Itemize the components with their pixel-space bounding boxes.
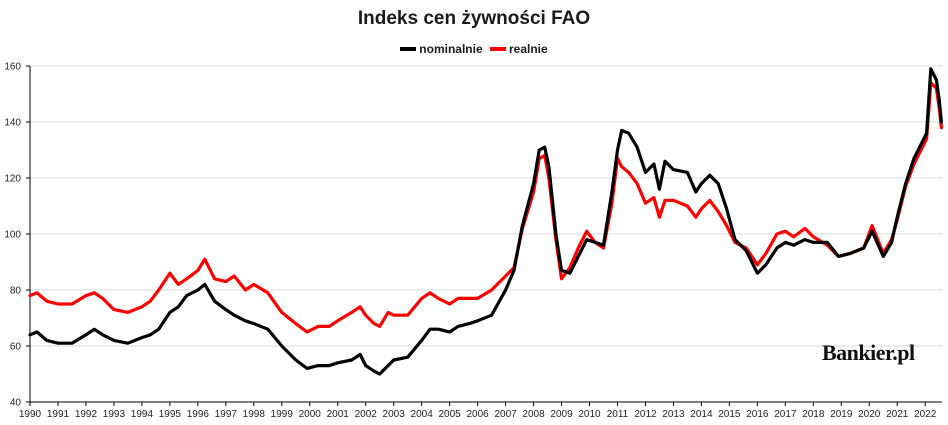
- x-tick-label: 1991: [47, 409, 70, 420]
- x-tick-label: 2014: [690, 409, 713, 420]
- x-tick-label: 2007: [494, 409, 517, 420]
- x-tick-label: 1995: [159, 409, 182, 420]
- x-tick-label: 1997: [215, 409, 238, 420]
- legend-label-real: realnie: [508, 42, 548, 56]
- x-tick-label: 1999: [271, 409, 294, 420]
- x-tick-label: 2004: [411, 409, 434, 420]
- x-tick-label: 2020: [858, 409, 881, 420]
- y-tick-label: 120: [4, 174, 21, 185]
- y-tick-label: 160: [4, 62, 21, 73]
- series-line-realnie: [28, 81, 943, 334]
- x-tick-label: 2005: [439, 409, 462, 420]
- x-tick-label: 2003: [383, 409, 406, 420]
- grid-lines: [30, 65, 942, 347]
- y-tick-label: 40: [10, 398, 22, 409]
- x-tick-label: 2016: [746, 409, 769, 420]
- bankier-logo: Bankier.pl: [822, 340, 915, 365]
- x-tick-label: 2012: [634, 409, 657, 420]
- axes: [26, 65, 942, 406]
- x-tick-label: 2021: [886, 409, 909, 420]
- x-tick-label: 2008: [522, 409, 545, 420]
- x-tick-label: 1992: [75, 409, 98, 420]
- y-tick-label: 140: [4, 118, 21, 129]
- x-tick-label: 1993: [103, 409, 126, 420]
- x-tick-label: 1996: [187, 409, 210, 420]
- x-tick-label: 2022: [914, 409, 937, 420]
- legend-item-real: realnie: [489, 42, 548, 56]
- x-tick-label: 2018: [802, 409, 825, 420]
- x-tick-label: 1990: [19, 409, 42, 420]
- legend-item-nominal: nominalnie: [400, 42, 483, 56]
- legend: nominalnie realnie: [0, 40, 948, 56]
- x-tick-label: 2002: [355, 409, 378, 420]
- x-tick-label: 2013: [662, 409, 685, 420]
- y-tick-label: 60: [10, 342, 22, 353]
- y-tick-label: 100: [4, 230, 21, 241]
- x-tick-label: 2006: [466, 409, 489, 420]
- legend-swatch-real: [489, 47, 506, 51]
- x-tick-label: 2001: [327, 409, 350, 420]
- y-tick-label: 80: [10, 286, 22, 297]
- chart-title: Indeks cen żywności FAO: [357, 8, 591, 29]
- tick-labels: 40 60 80 100 120 140 160 1990 1991 1992 1993 1994 19…: [4, 62, 936, 421]
- x-tick-label: 2017: [774, 409, 797, 420]
- x-tick-label: 2015: [718, 409, 741, 420]
- x-tick-label: 2019: [830, 409, 853, 420]
- x-tick-label: 2011: [607, 409, 629, 420]
- x-tick-label: 1994: [131, 409, 154, 420]
- x-tick-label: 2000: [299, 409, 322, 420]
- x-tick-label: 1998: [243, 409, 266, 420]
- x-tick-label: 2010: [578, 409, 601, 420]
- x-tick-label: 2009: [550, 409, 573, 420]
- series-lines: [28, 67, 943, 376]
- legend-label-nominal: nominalnie: [419, 42, 483, 56]
- series-line-nominalnie: [28, 67, 943, 376]
- legend-swatch-nominal: [400, 47, 417, 51]
